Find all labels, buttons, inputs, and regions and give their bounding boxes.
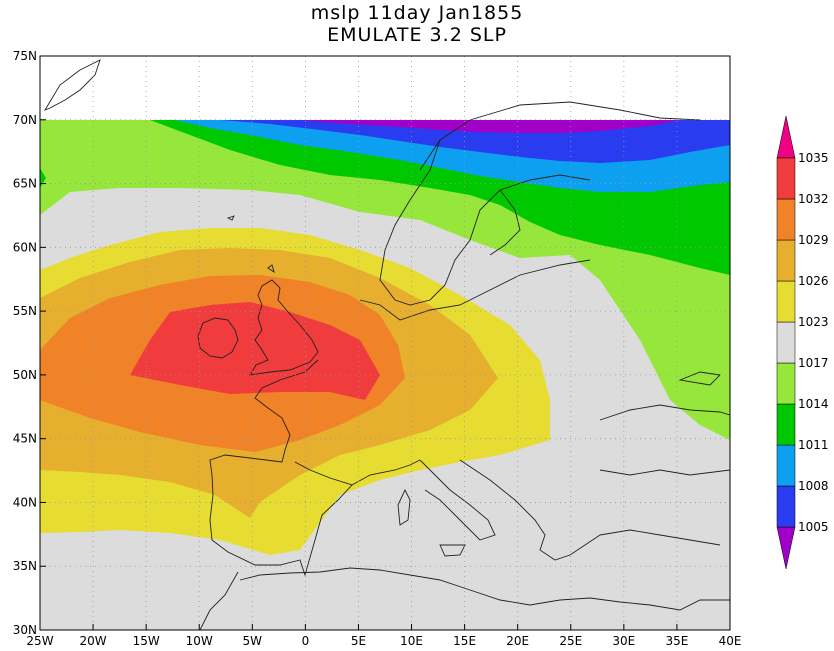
ireland-coast	[197, 317, 239, 359]
x-tick-label: 30E	[612, 634, 635, 648]
morocco-coast	[199, 571, 239, 630]
y-tick-label: 50N	[13, 368, 37, 382]
colorbar-label: 1014	[798, 397, 829, 411]
colorbar-swatch	[776, 280, 796, 323]
band-1011-west	[40, 168, 46, 188]
colorbar-label: 1011	[798, 438, 829, 452]
colorbar-swatch	[776, 321, 796, 364]
colorbar-label: 1005	[798, 520, 829, 534]
x-tick-label: 15W	[133, 634, 160, 648]
britain-coast	[249, 279, 319, 376]
y-tick-label: 65N	[13, 177, 37, 191]
y-tick-label: 70N	[13, 113, 37, 127]
plot-frame	[39, 55, 731, 631]
colorbar-arrow-top	[776, 115, 796, 159]
y-tick-label: 40N	[13, 495, 37, 509]
x-tick-label: 0	[302, 634, 310, 648]
y-tick-label: 30N	[13, 623, 37, 637]
iceland-coast	[43, 59, 101, 111]
x-tick-label: 20W	[80, 634, 107, 648]
colorbar-label: 1023	[798, 315, 829, 329]
colorbar-label: 1029	[798, 233, 829, 247]
x-tick-label: 40E	[719, 634, 742, 648]
y-axis: 30N 35N 40N 45N 50N 55N 60N 65N 70N 75N	[13, 49, 46, 637]
colorbar-swatch	[776, 157, 796, 200]
colorbar-label: 1017	[798, 356, 829, 370]
y-tick-label: 55N	[13, 304, 37, 318]
sardinia-coast	[397, 488, 411, 526]
x-tick-label: 25E	[559, 634, 582, 648]
balkans-coast	[459, 459, 601, 561]
colorbar: 1005 1008 1011 1014 1017 1023 1026 1029 1032 1035	[776, 115, 829, 570]
y-tick-label: 45N	[13, 432, 37, 446]
band-1032	[130, 302, 380, 400]
colorbar-swatch	[776, 403, 796, 446]
x-axis: 25W 20W 15W 10W 5W 0 5E 10E 15E 20E 25E 30E 35E 40E	[26, 624, 741, 648]
x-tick-label: 25W	[26, 634, 53, 648]
colorbar-label: 1032	[798, 192, 829, 206]
band-below-1005	[300, 120, 680, 133]
colorbar-swatch	[776, 362, 796, 405]
y-tick-label: 35N	[13, 559, 37, 573]
x-tick-label: 10E	[400, 634, 423, 648]
colorbar-swatch	[776, 444, 796, 487]
x-tick-label: 35E	[665, 634, 688, 648]
x-tick-label: 10W	[186, 634, 213, 648]
colorbar-arrow-bottom	[776, 526, 796, 570]
chart-title: mslp 11day Jan1855	[310, 2, 524, 24]
x-tick-label: 15E	[453, 634, 476, 648]
x-tick-label: 5E	[351, 634, 366, 648]
france-coast	[254, 359, 319, 463]
baltic-coast	[359, 259, 591, 321]
med-north-coast	[351, 459, 496, 541]
coastlines	[43, 59, 730, 630]
colorbar-swatch	[776, 198, 796, 241]
colorbar-swatch	[776, 485, 796, 528]
colorbar-label: 1008	[798, 479, 829, 493]
x-tick-label: 20E	[506, 634, 529, 648]
scandinavia-coast	[379, 101, 701, 306]
faroe-islands	[226, 215, 235, 221]
blacksea-coast	[599, 404, 730, 546]
iberia-coast	[209, 454, 353, 577]
colorbar-swatch	[776, 239, 796, 282]
y-tick-label: 60N	[13, 240, 37, 254]
shetland-islands	[267, 264, 275, 274]
y-tick-label: 75N	[13, 49, 37, 63]
colorbar-label: 1035	[798, 151, 829, 165]
north-africa-coast	[239, 567, 730, 611]
colorbar-label: 1026	[798, 274, 829, 288]
grid-lines	[40, 56, 730, 630]
x-tick-label: 5W	[243, 634, 263, 648]
chart-subtitle: EMULATE 3.2 SLP	[327, 24, 507, 46]
sicily-coast	[439, 544, 466, 557]
